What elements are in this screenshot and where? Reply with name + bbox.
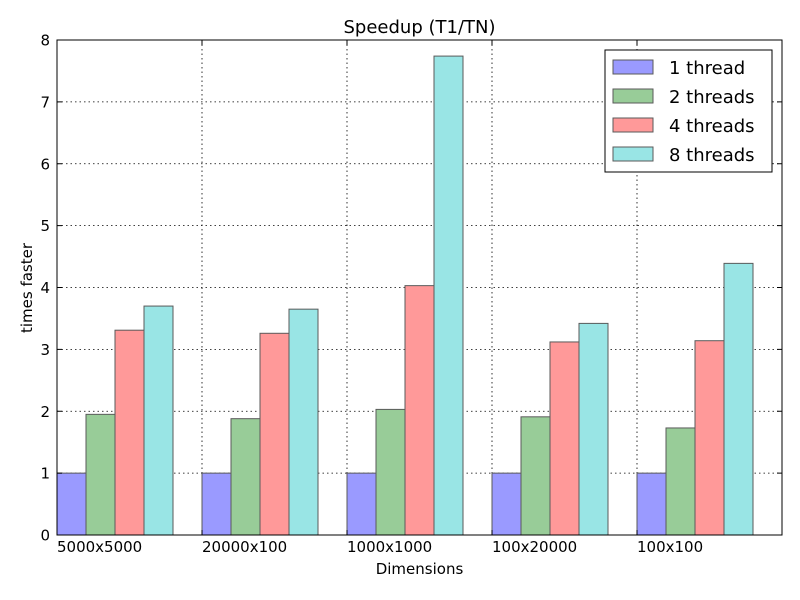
x-tick-label: 100x100 [637,538,703,556]
legend-label: 2 threads [669,87,755,108]
bar-1-thread-100x20000 [491,472,522,536]
bar-4-threads-100x100 [694,340,725,536]
bar-2-threads-100x20000 [520,416,551,536]
bar-1-thread-100x100 [636,472,667,536]
legend-label: 1 thread [669,58,745,79]
bar-4-threads-5000x5000 [114,329,145,536]
y-tick-label: 6 [40,155,50,173]
x-tick-label: 100x20000 [492,538,577,556]
bar-2-threads-1000x1000 [375,408,406,536]
y-tick-label: 7 [40,93,50,111]
legend-label: 4 threads [669,116,755,137]
bars [56,55,754,536]
x-tick-label: 5000x5000 [57,538,142,556]
bar-4-threads-1000x1000 [404,285,435,536]
x-axis-tick-labels: 5000x5000 20000x100 1000x1000 100x20000 100x… [57,538,703,556]
bar-1-thread-5000x5000 [56,472,87,536]
y-tick-label: 2 [40,403,50,421]
legend-swatch [612,59,654,75]
bar-2-threads-5000x5000 [85,413,116,536]
bar-4-threads-100x20000 [549,341,580,536]
y-axis-tick-labels: 0 1 2 3 4 5 6 7 8 [40,32,50,545]
y-tick-label: 0 [40,527,50,545]
bar-2-threads-100x100 [665,427,696,536]
bar-8-threads-100x100 [723,262,754,536]
bar-2-threads-20000x100 [230,418,261,536]
legend: 1 thread 2 threads 4 threads 8 threads [604,49,773,173]
bar-8-threads-5000x5000 [143,305,174,536]
bar-1-thread-20000x100 [201,472,232,536]
chart-title: Speedup (T1/TN) [344,17,496,38]
axis-ticks [56,39,782,536]
y-tick-label: 1 [40,465,50,483]
y-axis-label: times faster [18,242,36,333]
bar-4-threads-20000x100 [259,332,290,536]
legend-swatch [612,117,654,133]
bar-1-thread-1000x1000 [346,472,377,536]
y-tick-label: 8 [40,32,50,50]
bar-8-threads-100x20000 [578,322,609,536]
y-tick-label: 3 [40,341,50,359]
y-tick-label: 5 [40,217,50,235]
legend-items: 1 thread 2 threads 4 threads 8 threads [612,58,755,166]
legend-label: 8 threads [669,145,755,166]
bar-8-threads-20000x100 [288,308,319,536]
y-tick-label: 4 [40,279,50,297]
x-axis-label: Dimensions [376,560,464,578]
x-tick-label: 20000x100 [202,538,287,556]
legend-swatch [612,146,654,162]
x-tick-label: 1000x1000 [347,538,432,556]
legend-swatch [612,88,654,104]
bar-8-threads-1000x1000 [433,55,464,536]
